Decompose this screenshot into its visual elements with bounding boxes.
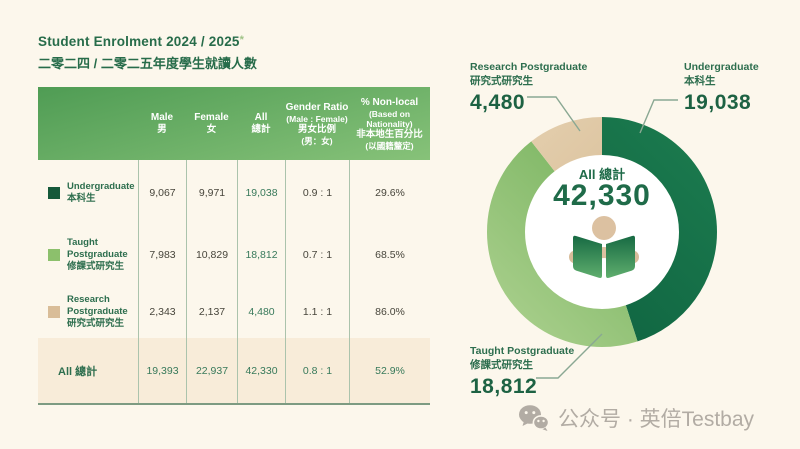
row-research-label: Research Postgraduate 研究式研究生 — [38, 285, 138, 338]
taught-callout-value: 18,812 — [470, 375, 538, 398]
header-male-zh: 男 — [157, 123, 167, 135]
research-callout-en: Research Postgraduate — [470, 61, 588, 73]
cell-research-nonlocal: 86.0% — [349, 285, 430, 338]
taught-swatch-icon — [48, 249, 60, 261]
donut-segment-research — [487, 117, 717, 347]
header-female-en: Female — [194, 111, 229, 123]
research-swatch-icon — [48, 305, 60, 318]
undergraduate-callout: Undergraduate 本科生 19,038 — [684, 61, 759, 115]
taught-callout: Taught Postgraduate 修課式研究生 18,812 — [470, 345, 574, 399]
cell-total-ratio: 0.8 : 1 — [285, 338, 349, 403]
donut-center-value: 42,330 — [553, 179, 651, 212]
research-callout-value: 4,480 — [470, 91, 526, 114]
header-ratio-l1: Gender Ratio — [285, 101, 349, 113]
row-taught-label: Taught Postgraduate 修課式研究生 — [38, 225, 138, 285]
asterisk-mark: * — [239, 34, 245, 46]
watermark-text: 公众号 · 英倍Testbay — [558, 408, 755, 431]
enrolment-table: Male 男 Female 女 All 總計 Gender Ratio (Mal… — [38, 87, 430, 405]
header-nonlocal-zh2: (以國籍釐定) — [365, 140, 414, 151]
page-subtitle: 二零二四 / 二零二五年度學生就讀人數 — [38, 56, 257, 71]
page-title-text: Student Enrolment 2024 / 2025 — [38, 34, 240, 49]
header-female-zh: 女 — [206, 123, 217, 135]
cell-total-all: 42,330 — [237, 338, 285, 403]
header-male-en: Male — [150, 111, 174, 123]
research-callout: Research Postgraduate 研究式研究生 4,480 — [470, 61, 587, 115]
header-ratio-zh2: (男：女) — [301, 135, 333, 146]
header-cell-nonlocal: % Non-local (Based on Nationality) 非本地生百… — [349, 87, 430, 160]
taught-label: Taught Postgraduate 修課式研究生 — [67, 237, 128, 272]
donut-segment-taught — [487, 117, 717, 347]
taught-callout-zh: 修課式研究生 — [470, 358, 533, 371]
header-cell-female: Female 女 — [186, 87, 237, 160]
header-nonlocal-l2: (Based on — [368, 108, 411, 119]
cell-taught-nonlocal: 68.5% — [349, 225, 430, 285]
watermark: 公众号 · 英倍Testbay — [518, 403, 754, 433]
header-nonlocal-zh1: 非本地生百分比 — [356, 128, 423, 140]
cell-research-male: 2,343 — [138, 285, 186, 338]
reading-person-icon — [569, 216, 639, 279]
cell-taught-male: 7,983 — [138, 225, 186, 285]
header-nonlocal-l1: % Non-local — [360, 96, 419, 108]
cell-undergraduate-all: 19,038 — [237, 160, 285, 225]
undergraduate-callout-en: Undergraduate — [684, 61, 759, 73]
cell-research-all: 4,480 — [237, 285, 285, 338]
total-label: All 總計 — [58, 365, 98, 378]
header-nonlocal-l3: Nationality) — [366, 118, 413, 129]
header-cell-category — [38, 87, 138, 160]
cell-undergraduate-nonlocal: 29.6% — [349, 160, 430, 225]
cell-taught-female: 10,829 — [186, 225, 237, 285]
cell-total-nonlocal: 52.9% — [349, 338, 430, 403]
donut-center-label: All 總計 — [578, 167, 626, 182]
cell-undergraduate-female: 9,971 — [186, 160, 237, 225]
header-cell-male: Male 男 — [138, 87, 186, 160]
cell-taught-all: 18,812 — [237, 225, 285, 285]
cell-research-female: 2,137 — [186, 285, 237, 338]
header-cell-all: All 總計 — [237, 87, 285, 160]
header-cell-ratio: Gender Ratio (Male : Female) 男女比例 (男：女) — [285, 87, 349, 160]
undergraduate-callout-zh: 本科生 — [684, 74, 716, 87]
cell-undergraduate-male: 9,067 — [138, 160, 186, 225]
row-total-label: All 總計 — [38, 338, 138, 403]
cell-total-female: 22,937 — [186, 338, 237, 403]
undergraduate-swatch-icon — [48, 186, 60, 199]
research-callout-zh: 研究式研究生 — [470, 74, 533, 87]
cell-total-male: 19,393 — [138, 338, 186, 403]
cell-undergraduate-ratio: 0.9 : 1 — [285, 160, 349, 225]
table-header: Male 男 Female 女 All 總計 Gender Ratio (Mal… — [38, 87, 430, 160]
page-title: Student Enrolment 2024 / 2025* — [38, 34, 244, 49]
undergraduate-callout-value: 19,038 — [684, 91, 752, 114]
undergraduate-label: Undergraduate 本科生 — [67, 180, 135, 204]
research-label: Research Postgraduate 研究式研究生 — [67, 293, 128, 329]
header-ratio-l2: (Male : Female) — [286, 113, 348, 124]
taught-callout-en: Taught Postgraduate — [470, 345, 575, 357]
cell-research-ratio: 1.1 : 1 — [285, 285, 349, 338]
header-all-zh: 總計 — [251, 123, 271, 135]
table-body: Undergraduate 本科生 9,067 9,971 19,038 0.9 … — [38, 160, 430, 405]
row-undergraduate-label: Undergraduate 本科生 — [38, 160, 138, 225]
header-all-en: All — [254, 111, 268, 123]
cell-taught-ratio: 0.7 : 1 — [285, 225, 349, 285]
wechat-icon — [519, 405, 549, 431]
header-ratio-zh1: 男女比例 — [297, 123, 336, 135]
